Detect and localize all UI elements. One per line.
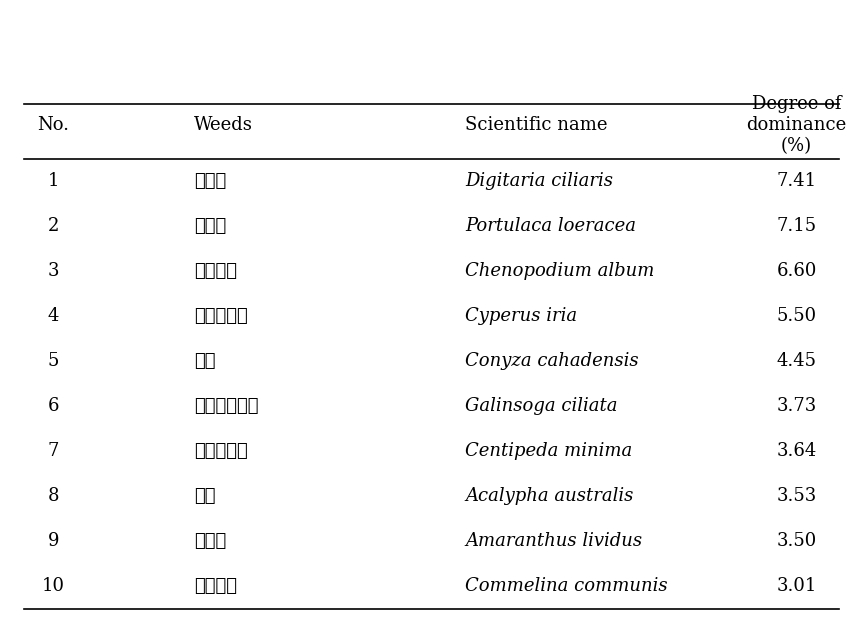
Text: No.: No. <box>37 116 69 134</box>
Text: Scientific name: Scientific name <box>465 116 608 134</box>
Text: 10: 10 <box>42 578 65 595</box>
Text: 7.41: 7.41 <box>777 172 817 190</box>
Text: 7: 7 <box>48 442 60 460</box>
Text: 6.60: 6.60 <box>776 262 817 280</box>
Text: 참방동사니: 참방동사니 <box>194 307 248 325</box>
Text: 5.50: 5.50 <box>777 307 817 325</box>
Text: 2: 2 <box>48 217 60 235</box>
Text: Chenopodium album: Chenopodium album <box>465 262 655 280</box>
Text: 흰명아주: 흰명아주 <box>194 262 236 280</box>
Text: Galinsoga ciliata: Galinsoga ciliata <box>465 397 617 415</box>
Text: Digitaria ciliaris: Digitaria ciliaris <box>465 172 613 190</box>
Text: 8: 8 <box>48 487 60 505</box>
Text: 3: 3 <box>48 262 60 280</box>
Text: 쇠비름: 쇠비름 <box>194 217 226 235</box>
Text: Commelina communis: Commelina communis <box>465 578 668 595</box>
Text: 6: 6 <box>48 397 60 415</box>
Text: Amaranthus lividus: Amaranthus lividus <box>465 533 643 551</box>
Text: Conyza cahadensis: Conyza cahadensis <box>465 353 639 370</box>
Text: 1: 1 <box>48 172 60 190</box>
Text: Weeds: Weeds <box>194 116 253 134</box>
Text: Centipeda minima: Centipeda minima <box>465 442 633 460</box>
Text: Portulaca loeracea: Portulaca loeracea <box>465 217 637 235</box>
Text: 털별꽃아재비: 털별꽃아재비 <box>194 397 258 415</box>
Text: 망초: 망초 <box>194 353 216 370</box>
Text: 깨풀: 깨풀 <box>194 487 216 505</box>
Text: 중대가리풀: 중대가리풀 <box>194 442 248 460</box>
Text: 개비름: 개비름 <box>194 533 226 551</box>
Text: 5: 5 <box>48 353 60 370</box>
Text: 3.50: 3.50 <box>776 533 817 551</box>
Text: 4.45: 4.45 <box>777 353 817 370</box>
Text: 3.01: 3.01 <box>776 578 817 595</box>
Text: 바랭이: 바랭이 <box>194 172 226 190</box>
Text: 4: 4 <box>48 307 60 325</box>
Text: 3.73: 3.73 <box>776 397 817 415</box>
Text: Cyperus iria: Cyperus iria <box>465 307 578 325</box>
Text: Acalypha australis: Acalypha australis <box>465 487 634 505</box>
Text: 3.64: 3.64 <box>776 442 817 460</box>
Text: 닭의장풀: 닭의장풀 <box>194 578 236 595</box>
Text: 3.53: 3.53 <box>776 487 817 505</box>
Text: 9: 9 <box>48 533 60 551</box>
Text: 7.15: 7.15 <box>777 217 817 235</box>
Text: Degree of
dominance
(%): Degree of dominance (%) <box>746 96 847 155</box>
